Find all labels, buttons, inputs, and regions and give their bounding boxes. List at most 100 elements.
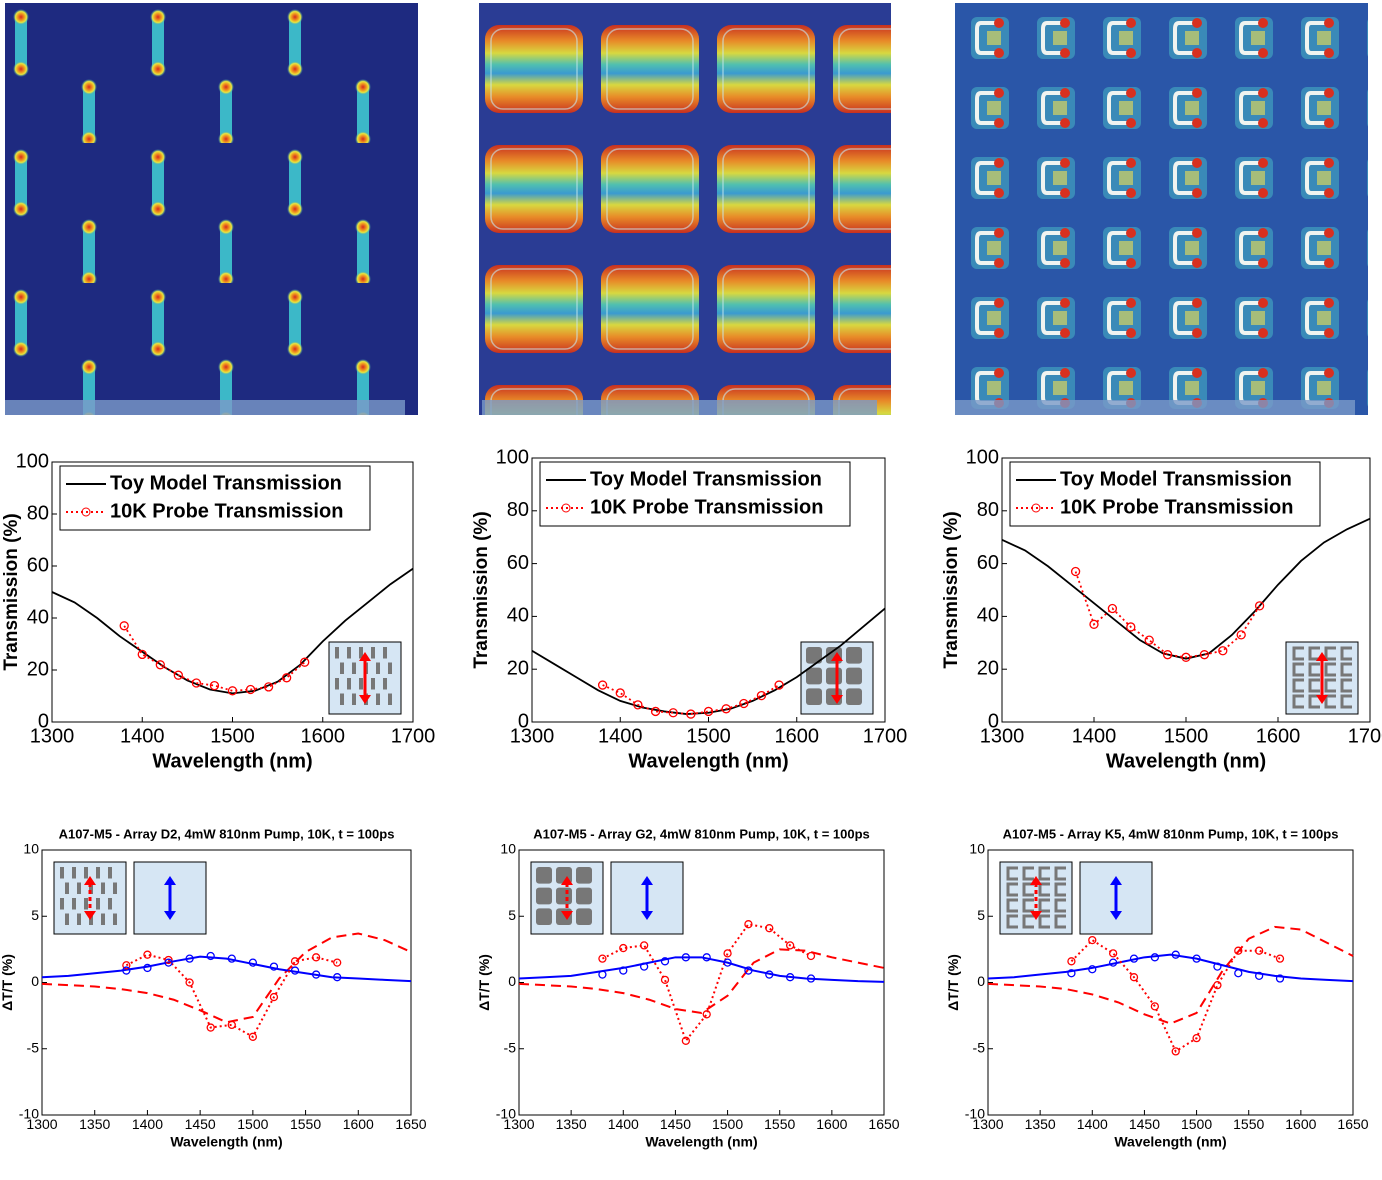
- inset-element: [72, 898, 76, 910]
- x-tick-label: 1350: [79, 1116, 110, 1132]
- x-tick-label: 1550: [290, 1116, 321, 1132]
- sem-info-bar: [5, 400, 405, 415]
- inset-element: [352, 663, 356, 675]
- x-axis-label: Wavelength (nm): [628, 750, 788, 772]
- legend-label: 10K Probe Transmission: [110, 500, 343, 522]
- inset-element: [371, 678, 375, 690]
- x-tick-label: 1400: [608, 1116, 639, 1132]
- inset-element: [556, 888, 572, 905]
- x-tick-label: 1450: [185, 1116, 216, 1132]
- y-tick-label: -5: [973, 1039, 986, 1055]
- inset-element: [77, 914, 81, 926]
- x-tick-label: 1450: [1129, 1116, 1160, 1132]
- inset-element: [101, 914, 105, 926]
- x-tick-label: 1600: [816, 1116, 847, 1132]
- chart: 13001400150016001700020406080100Waveleng…: [1, 450, 435, 772]
- y-axis-label: Transmission (%): [941, 511, 962, 668]
- y-axis-label: Transmission (%): [471, 511, 492, 668]
- x-tick-label: 1400: [132, 1116, 163, 1132]
- y-tick-label: 60: [27, 554, 49, 576]
- x-axis-label: Wavelength (nm): [170, 1134, 282, 1150]
- x-tick-label: 1600: [1285, 1116, 1316, 1132]
- y-tick-label: 5: [31, 907, 39, 923]
- y-tick-label: 0: [977, 973, 985, 989]
- y-tick-label: 80: [27, 502, 49, 524]
- y-tick-label: 20: [27, 658, 49, 680]
- x-tick-label: 1300: [980, 725, 1025, 747]
- x-tick-label: 1550: [1233, 1116, 1264, 1132]
- legend-label: Toy Model Transmission: [110, 472, 342, 494]
- y-tick-label: 80: [507, 499, 529, 521]
- y-tick-label: 0: [518, 710, 529, 732]
- x-tick-label: 1500: [1164, 725, 1209, 747]
- inset-element: [347, 678, 351, 690]
- sem-image: [955, 3, 1368, 415]
- chart-title: A107-M5 - Array G2, 4mW 810nm Pump, 10K,…: [533, 826, 870, 841]
- x-tick-label: 1650: [868, 1116, 899, 1132]
- inset-element: [84, 898, 88, 910]
- y-axis-label: ΔT/T (%): [476, 954, 492, 1011]
- chart: 13001400150016001700020406080100Waveleng…: [471, 446, 907, 772]
- y-tick-label: 20: [507, 657, 529, 679]
- x-tick-label: 1350: [556, 1116, 587, 1132]
- inset-element: [72, 867, 76, 879]
- y-tick-label: 40: [977, 605, 999, 627]
- x-axis-label: Wavelength (nm): [1106, 750, 1266, 772]
- chart: 13001400150016001700020406080100Waveleng…: [941, 446, 1382, 772]
- y-tick-label: 60: [977, 552, 999, 574]
- inset-element: [806, 668, 822, 685]
- inset-element: [65, 883, 69, 895]
- inset-element: [340, 694, 344, 706]
- inset-element: [846, 668, 862, 685]
- y-tick-label: 40: [27, 606, 49, 628]
- inset-element: [108, 898, 112, 910]
- inset-element: [65, 914, 69, 926]
- x-tick-label: 1600: [301, 725, 346, 747]
- x-tick-label: 1500: [686, 725, 731, 747]
- y-tick-label: 10: [23, 841, 39, 857]
- figure: 13001400150016001700020406080100Waveleng…: [0, 0, 1382, 1180]
- inset-element: [556, 908, 572, 925]
- inset-element: [576, 888, 592, 905]
- inset-element: [576, 867, 592, 884]
- y-tick-label: 20: [977, 657, 999, 679]
- chart-title: A107-M5 - Array D2, 4mW 810nm Pump, 10K,…: [59, 826, 395, 841]
- sem-image: [5, 3, 418, 415]
- inset-element: [335, 678, 339, 690]
- inset-element: [77, 883, 81, 895]
- chart: 13001350140014501500155016001650-10-5051…: [0, 826, 427, 1149]
- y-tick-label: -5: [504, 1039, 517, 1055]
- x-tick-label: 1700: [1348, 725, 1382, 747]
- y-tick-label: 5: [977, 907, 985, 923]
- x-axis-label: Wavelength (nm): [152, 750, 312, 772]
- inset-element: [335, 647, 339, 659]
- inset-element: [536, 908, 552, 925]
- inset-element: [371, 647, 375, 659]
- y-tick-label: -10: [965, 1106, 985, 1122]
- y-tick-label: 100: [966, 446, 999, 468]
- sem-info-bar: [482, 400, 877, 415]
- inset-element: [352, 694, 356, 706]
- inset-element: [806, 688, 822, 705]
- inset-element: [388, 694, 392, 706]
- y-tick-label: 10: [500, 841, 516, 857]
- inset-element: [846, 647, 862, 664]
- x-tick-label: 1400: [598, 725, 643, 747]
- y-axis-label: ΔT/T (%): [945, 954, 961, 1011]
- x-tick-label: 1300: [510, 725, 555, 747]
- inset-element: [536, 867, 552, 884]
- x-tick-label: 1650: [1337, 1116, 1368, 1132]
- legend-label: Toy Model Transmission: [590, 468, 822, 490]
- y-tick-label: 5: [508, 907, 516, 923]
- x-tick-label: 1450: [660, 1116, 691, 1132]
- x-tick-label: 1600: [1256, 725, 1301, 747]
- inset-element: [60, 898, 64, 910]
- x-tick-label: 1500: [237, 1116, 268, 1132]
- y-tick-label: 60: [507, 552, 529, 574]
- inset-element: [101, 883, 105, 895]
- y-tick-label: 100: [496, 446, 529, 468]
- inset-element: [383, 678, 387, 690]
- y-tick-label: -5: [27, 1039, 40, 1055]
